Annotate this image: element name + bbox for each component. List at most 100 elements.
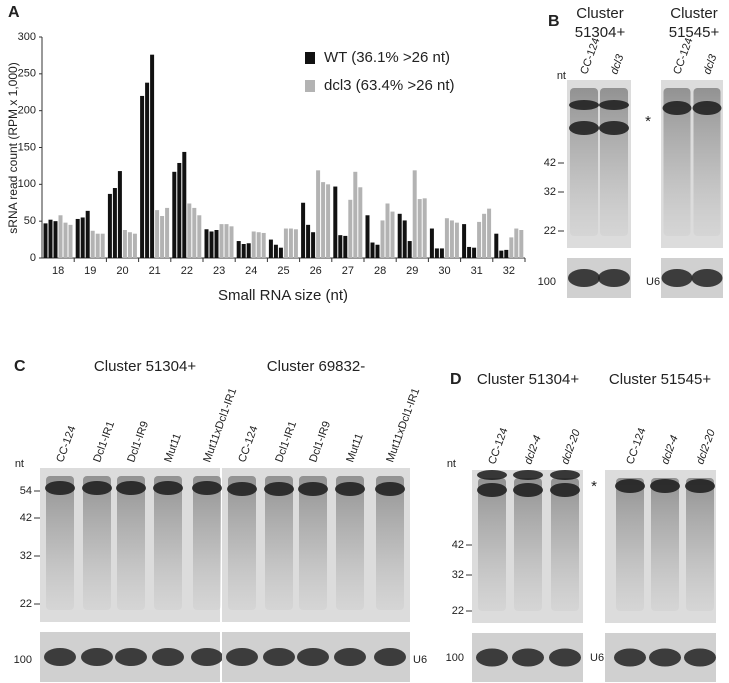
- x-tick-label: 26: [310, 265, 322, 277]
- loading-band: [191, 648, 223, 666]
- bar: [236, 241, 241, 258]
- size-marker: 54: [20, 485, 32, 497]
- bar: [283, 228, 288, 258]
- loading-band: [334, 648, 366, 666]
- band: [192, 481, 222, 495]
- lane-smear: [616, 478, 644, 611]
- x-tick-label: 18: [52, 265, 64, 277]
- bar: [85, 210, 90, 258]
- bar: [209, 231, 214, 258]
- lane-label: Mut11: [162, 432, 183, 464]
- band: [45, 481, 75, 495]
- bar: [444, 218, 449, 258]
- bar: [293, 229, 298, 258]
- bar: [462, 224, 467, 258]
- lane-label: Dcl1-IR9: [125, 420, 151, 464]
- lane-smear: [551, 478, 579, 611]
- bar: [80, 217, 85, 258]
- bar: [504, 249, 509, 258]
- bar: [197, 215, 202, 258]
- bar: [140, 95, 145, 258]
- band: [650, 479, 680, 493]
- bar: [417, 199, 422, 258]
- bar: [204, 229, 209, 258]
- size-marker: 32: [544, 186, 556, 198]
- band: [599, 100, 629, 110]
- loading-band: [549, 648, 581, 667]
- lane-smear: [514, 478, 542, 611]
- bar: [434, 248, 439, 258]
- loading-size: 100: [14, 654, 32, 666]
- loading-band: [568, 269, 600, 287]
- bar: [112, 188, 117, 258]
- band: [335, 482, 365, 496]
- y-tick-label: 250: [18, 68, 36, 80]
- x-tick-label: 28: [374, 265, 386, 277]
- size-marker: 42: [544, 157, 556, 169]
- lane-label: Dcl1-IR1: [91, 420, 117, 464]
- x-tick-label: 22: [181, 265, 193, 277]
- bar: [407, 241, 412, 258]
- lane-smear: [193, 476, 221, 610]
- loading-band: [115, 648, 147, 666]
- lane-label: Dcl1-IR1: [273, 420, 299, 464]
- lane-smear: [478, 478, 506, 611]
- x-tick-label: 27: [342, 265, 354, 277]
- band: [685, 479, 715, 493]
- loading-band: [263, 648, 295, 666]
- bar: [326, 184, 331, 258]
- lane-smear: [600, 88, 628, 236]
- lane-smear: [83, 476, 111, 610]
- size-marker: 32: [20, 550, 32, 562]
- cluster-title: Cluster: [670, 5, 718, 22]
- loading-band: [226, 648, 258, 666]
- bar: [117, 171, 122, 258]
- bar: [68, 224, 73, 258]
- lane-smear: [686, 478, 714, 611]
- lane-label: dcl3: [701, 52, 719, 76]
- bar: [90, 230, 95, 258]
- band: [264, 482, 294, 496]
- band: [153, 481, 183, 495]
- bar: [348, 199, 353, 258]
- lane-smear: [336, 476, 364, 610]
- x-tick-label: 23: [213, 265, 225, 277]
- bar: [219, 224, 224, 258]
- bar: [172, 171, 177, 258]
- bar: [160, 216, 165, 258]
- y-tick-label: 100: [18, 178, 36, 190]
- lane-smear: [299, 476, 327, 610]
- lane-label: CC-124: [624, 426, 648, 466]
- bar: [122, 230, 127, 258]
- bar: [100, 233, 105, 258]
- bar: [333, 186, 338, 258]
- loading-band: [152, 648, 184, 666]
- cluster-title: Cluster 51545+: [609, 371, 711, 388]
- lane-label: dcl2-20: [559, 427, 583, 466]
- size-marker: 42: [452, 539, 464, 551]
- x-tick-label: 30: [438, 265, 450, 277]
- size-marker: 22: [452, 605, 464, 617]
- band: [477, 470, 507, 480]
- bar: [273, 244, 278, 258]
- x-tick-label: 32: [503, 265, 515, 277]
- band: [615, 479, 645, 493]
- bar: [487, 208, 492, 258]
- lane-label: Dcl1-IR9: [307, 420, 333, 464]
- x-tick-label: 24: [245, 265, 257, 277]
- x-tick-label: 31: [471, 265, 483, 277]
- cluster-title: Cluster: [576, 5, 624, 22]
- loading-band: [614, 648, 646, 667]
- band: [82, 481, 112, 495]
- y-tick-label: 0: [30, 252, 36, 264]
- lane-label: dcl3: [608, 52, 626, 76]
- bar: [182, 151, 187, 258]
- loading-label: U6: [646, 276, 660, 288]
- bar: [316, 170, 321, 258]
- bar: [43, 223, 48, 258]
- lane-smear: [154, 476, 182, 610]
- bar: [229, 226, 234, 258]
- bar: [482, 213, 487, 258]
- lane-smear: [693, 88, 721, 236]
